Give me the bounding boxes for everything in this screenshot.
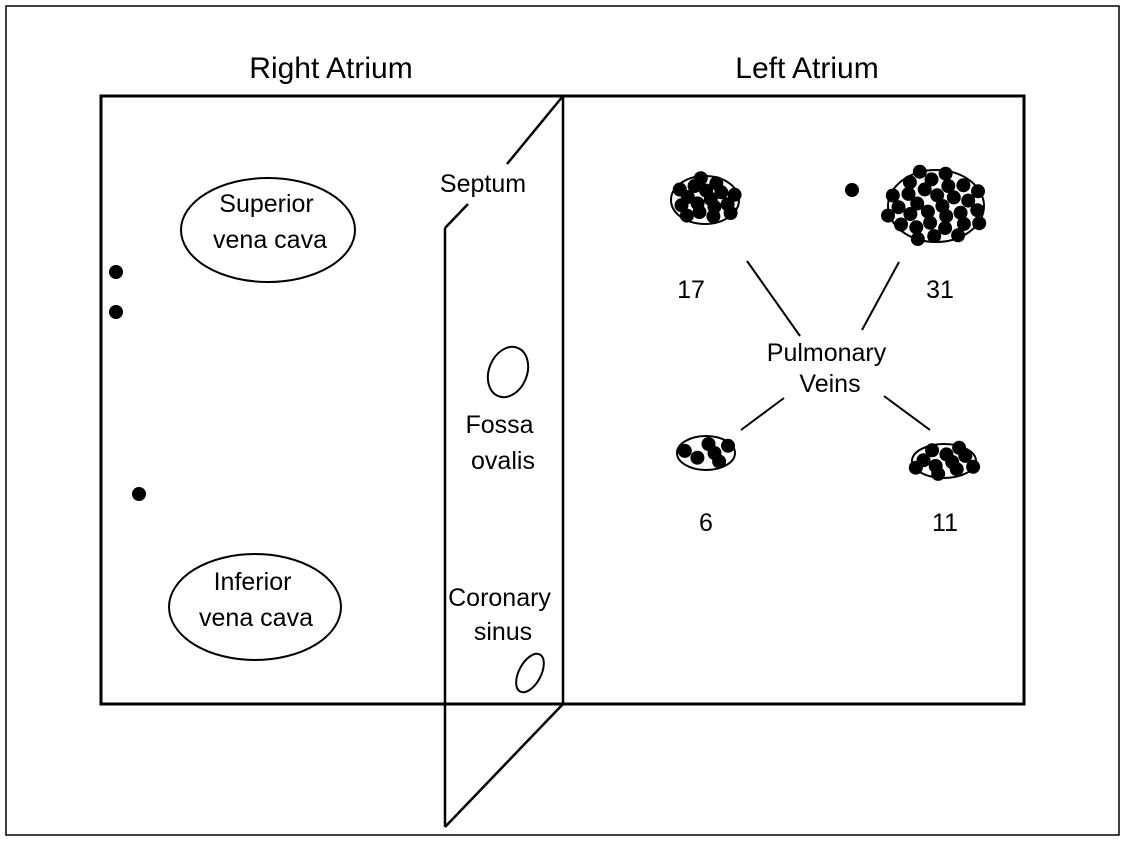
right-atrium-dot	[109, 265, 123, 279]
pulmonary-vein-dot	[902, 175, 917, 190]
pulmonary-vein-dot	[971, 184, 985, 199]
inferior-vena-cava-label-line1: Inferior	[214, 568, 292, 596]
pulmonary-vein-dot	[910, 196, 925, 211]
coronary-sinus	[515, 652, 545, 694]
pulmonary-vein-dot	[885, 188, 900, 203]
superior-vena-cava	[180, 177, 356, 283]
pulmonary-vein-dot	[972, 216, 987, 231]
connector-right-superior	[861, 261, 900, 331]
pulmonary-vein-dot	[693, 171, 708, 186]
pulmonary-vein-dot	[677, 443, 692, 458]
outer-frame	[5, 5, 1120, 836]
pulmonary-veins-label-line2: Veins	[799, 370, 860, 398]
pulmonary-vein-cluster-right-superior	[881, 164, 987, 246]
pulmonary-vein-dot	[952, 440, 967, 455]
pulmonary-vein-dot	[946, 190, 961, 205]
pulmonary-veins-label: Pulmonary Veins	[767, 339, 893, 398]
pulmonary-vein-cluster-right-inferior	[908, 440, 981, 481]
pulmonary-vein-dot	[939, 209, 954, 224]
pulmonary-vein-dot	[956, 178, 971, 193]
inferior-vena-cava	[168, 553, 342, 661]
pulmonary-vein-dot	[927, 229, 942, 244]
pulmonary-vein-dot	[923, 215, 938, 230]
heading-left-atrium: Left Atrium	[735, 52, 878, 85]
pulmonary-vein-dot	[949, 462, 964, 477]
pulmonary-vein-dot	[672, 182, 687, 197]
right-atrium-dot	[109, 305, 123, 319]
pulmonary-vein-dot	[712, 454, 727, 469]
heading-right-atrium: Right Atrium	[249, 52, 412, 85]
pulmonary-vein-dot	[727, 187, 742, 202]
fossa-ovalis	[486, 345, 530, 399]
superior-vena-cava-label-line2: vena cava	[213, 226, 327, 254]
pulmonary-vein-dot	[706, 209, 721, 224]
septum-label: Septum	[440, 170, 526, 198]
septum-plane	[443, 95, 565, 828]
count-left-superior: 17	[677, 276, 705, 304]
pulmonary-vein-dot	[723, 206, 738, 220]
pulmonary-vein-dot	[920, 204, 935, 219]
left-atrium-dot	[845, 183, 859, 197]
pulmonary-vein-dot	[970, 203, 985, 218]
pulmonary-vein-dot	[925, 443, 940, 458]
pulmonary-vein-dot	[908, 460, 923, 475]
pulmonary-vein-dot	[901, 186, 916, 201]
coronary-sinus-label-line1: Coronary	[448, 584, 551, 612]
pulmonary-vein-dot	[909, 220, 924, 235]
pulmonary-vein-dot	[699, 183, 714, 198]
pulmonary-vein-dot	[690, 450, 705, 465]
pulmonary-vein-dot	[692, 205, 707, 220]
coronary-sinus-label-line2: sinus	[474, 618, 532, 646]
pulmonary-vein-dot	[931, 466, 946, 481]
pulmonary-vein-dot	[961, 193, 976, 208]
pulmonary-vein-dot	[709, 176, 724, 191]
pulmonary-vein-dot	[894, 217, 908, 232]
pulmonary-vein-dot	[938, 166, 953, 181]
fossa-ovalis-label-line2: ovalis	[471, 447, 535, 475]
pulmonary-vein-dot	[701, 437, 716, 451]
pulmonary-vein-dot	[930, 188, 945, 203]
connector-right-inferior	[883, 395, 931, 431]
pulmonary-vein-dot	[966, 459, 981, 474]
pulmonary-vein-dot	[924, 172, 939, 187]
connector-left-superior	[746, 260, 801, 337]
pulmonary-vein-dot	[941, 179, 956, 193]
pulmonary-vein-cluster-left-superior	[670, 171, 742, 225]
inferior-vena-cava-label: Inferior vena cava	[199, 568, 313, 632]
inferior-vena-cava-label-line2: vena cava	[199, 604, 313, 632]
fossa-ovalis-label-line1: Fossa	[465, 411, 533, 439]
pulmonary-vein-dot	[674, 198, 689, 213]
pulmonary-vein-dot	[939, 447, 954, 462]
count-right-superior: 31	[926, 276, 954, 304]
count-left-inferior: 6	[699, 509, 713, 537]
pulmonary-vein-dot	[938, 221, 953, 236]
superior-vena-cava-label-line1: Superior	[219, 190, 314, 218]
pulmonary-vein-dot	[721, 438, 735, 453]
count-right-inferior: 11	[932, 509, 958, 537]
pulmonary-veins-label-line1: Pulmonary	[767, 339, 887, 367]
fossa-ovalis-label: Fossa ovalis	[465, 411, 540, 475]
coronary-sinus-label: Coronary sinus	[448, 584, 558, 646]
pulmonary-vein-dot	[956, 216, 971, 231]
superior-vena-cava-label: Superior vena cava	[213, 190, 327, 254]
pulmonary-vein-dot	[881, 208, 895, 223]
pulmonary-vein-dot	[917, 182, 932, 197]
right-atrium-dot	[132, 487, 146, 501]
pulmonary-vein-dot	[912, 164, 927, 179]
pulmonary-vein-dot	[891, 200, 906, 215]
pulmonary-vein-dot	[679, 208, 694, 223]
pulmonary-vein-dot	[953, 205, 968, 220]
pulmonary-vein-cluster-left-inferior	[676, 435, 736, 471]
pulmonary-vein-dot	[903, 207, 918, 221]
pulmonary-vein-dot	[910, 232, 925, 246]
connector-left-inferior	[740, 397, 785, 431]
pulmonary-vein-dot	[951, 228, 966, 243]
